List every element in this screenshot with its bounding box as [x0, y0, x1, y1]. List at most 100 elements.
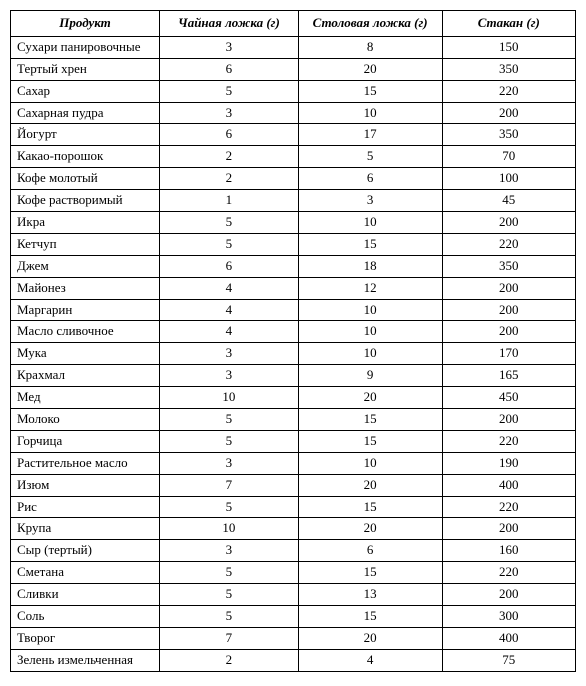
cell-glass: 70 [442, 146, 575, 168]
cell-tablespoon: 10 [298, 299, 442, 321]
cell-tablespoon: 10 [298, 102, 442, 124]
table-row: Сметана515220 [11, 562, 576, 584]
table-row: Изюм720400 [11, 474, 576, 496]
cell-product: Крахмал [11, 365, 160, 387]
cell-product: Тертый хрен [11, 58, 160, 80]
cell-teaspoon: 4 [160, 321, 299, 343]
table-row: Горчица515220 [11, 430, 576, 452]
cell-teaspoon: 5 [160, 430, 299, 452]
cell-glass: 45 [442, 190, 575, 212]
cell-teaspoon: 3 [160, 102, 299, 124]
cell-product: Йогурт [11, 124, 160, 146]
cell-tablespoon: 20 [298, 627, 442, 649]
cell-glass: 350 [442, 255, 575, 277]
cell-product: Мед [11, 387, 160, 409]
cell-glass: 350 [442, 124, 575, 146]
cell-teaspoon: 6 [160, 255, 299, 277]
table-row: Крупа1020200 [11, 518, 576, 540]
cell-product: Зелень измельченная [11, 649, 160, 671]
cell-tablespoon: 6 [298, 168, 442, 190]
cell-teaspoon: 5 [160, 496, 299, 518]
cell-glass: 220 [442, 233, 575, 255]
cell-glass: 220 [442, 80, 575, 102]
cell-tablespoon: 20 [298, 387, 442, 409]
cell-glass: 100 [442, 168, 575, 190]
cell-product: Масло сливочное [11, 321, 160, 343]
cell-teaspoon: 1 [160, 190, 299, 212]
cell-teaspoon: 5 [160, 606, 299, 628]
cell-product: Изюм [11, 474, 160, 496]
table-row: Сахарная пудра310200 [11, 102, 576, 124]
table-row: Майонез412200 [11, 277, 576, 299]
table-row: Кофе растворимый1345 [11, 190, 576, 212]
cell-teaspoon: 5 [160, 562, 299, 584]
cell-glass: 160 [442, 540, 575, 562]
cell-product: Крупа [11, 518, 160, 540]
cell-teaspoon: 3 [160, 540, 299, 562]
cell-product: Молоко [11, 409, 160, 431]
cell-tablespoon: 17 [298, 124, 442, 146]
cell-product: Сыр (тертый) [11, 540, 160, 562]
col-header-product: Продукт [11, 11, 160, 37]
cell-teaspoon: 10 [160, 387, 299, 409]
cell-product: Джем [11, 255, 160, 277]
cell-glass: 200 [442, 277, 575, 299]
table-row: Мед1020450 [11, 387, 576, 409]
header-row: Продукт Чайная ложка (г) Столовая ложка … [11, 11, 576, 37]
cell-glass: 75 [442, 649, 575, 671]
col-header-tablespoon: Столовая ложка (г) [298, 11, 442, 37]
cell-teaspoon: 6 [160, 124, 299, 146]
cell-glass: 220 [442, 430, 575, 452]
table-row: Маргарин410200 [11, 299, 576, 321]
cell-glass: 200 [442, 409, 575, 431]
cell-tablespoon: 10 [298, 321, 442, 343]
cell-tablespoon: 4 [298, 649, 442, 671]
table-header: Продукт Чайная ложка (г) Столовая ложка … [11, 11, 576, 37]
cell-product: Растительное масло [11, 452, 160, 474]
cell-product: Мука [11, 343, 160, 365]
cell-product: Горчица [11, 430, 160, 452]
cell-tablespoon: 9 [298, 365, 442, 387]
table-row: Масло сливочное410200 [11, 321, 576, 343]
cell-glass: 200 [442, 321, 575, 343]
cell-tablespoon: 20 [298, 58, 442, 80]
cell-teaspoon: 6 [160, 58, 299, 80]
cell-tablespoon: 20 [298, 518, 442, 540]
table-row: Сливки513200 [11, 584, 576, 606]
table-row: Сахар515220 [11, 80, 576, 102]
measurements-table: Продукт Чайная ложка (г) Столовая ложка … [10, 10, 576, 672]
col-header-teaspoon: Чайная ложка (г) [160, 11, 299, 37]
col-header-glass: Стакан (г) [442, 11, 575, 37]
cell-glass: 190 [442, 452, 575, 474]
cell-glass: 200 [442, 212, 575, 234]
cell-product: Соль [11, 606, 160, 628]
cell-teaspoon: 5 [160, 409, 299, 431]
cell-teaspoon: 4 [160, 299, 299, 321]
cell-product: Икра [11, 212, 160, 234]
cell-product: Сухари панировочные [11, 36, 160, 58]
table-row: Сыр (тертый)36160 [11, 540, 576, 562]
cell-teaspoon: 3 [160, 365, 299, 387]
cell-glass: 300 [442, 606, 575, 628]
cell-glass: 220 [442, 496, 575, 518]
cell-product: Сметана [11, 562, 160, 584]
cell-tablespoon: 10 [298, 212, 442, 234]
cell-teaspoon: 2 [160, 168, 299, 190]
cell-glass: 200 [442, 102, 575, 124]
table-row: Творог720400 [11, 627, 576, 649]
cell-product: Сахар [11, 80, 160, 102]
cell-glass: 450 [442, 387, 575, 409]
cell-tablespoon: 15 [298, 562, 442, 584]
cell-glass: 200 [442, 584, 575, 606]
cell-teaspoon: 2 [160, 649, 299, 671]
cell-glass: 220 [442, 562, 575, 584]
cell-teaspoon: 5 [160, 212, 299, 234]
cell-teaspoon: 2 [160, 146, 299, 168]
cell-tablespoon: 15 [298, 430, 442, 452]
table-row: Мука310170 [11, 343, 576, 365]
cell-teaspoon: 3 [160, 343, 299, 365]
cell-product: Творог [11, 627, 160, 649]
cell-product: Кетчуп [11, 233, 160, 255]
table-row: Соль515300 [11, 606, 576, 628]
table-row: Икра510200 [11, 212, 576, 234]
